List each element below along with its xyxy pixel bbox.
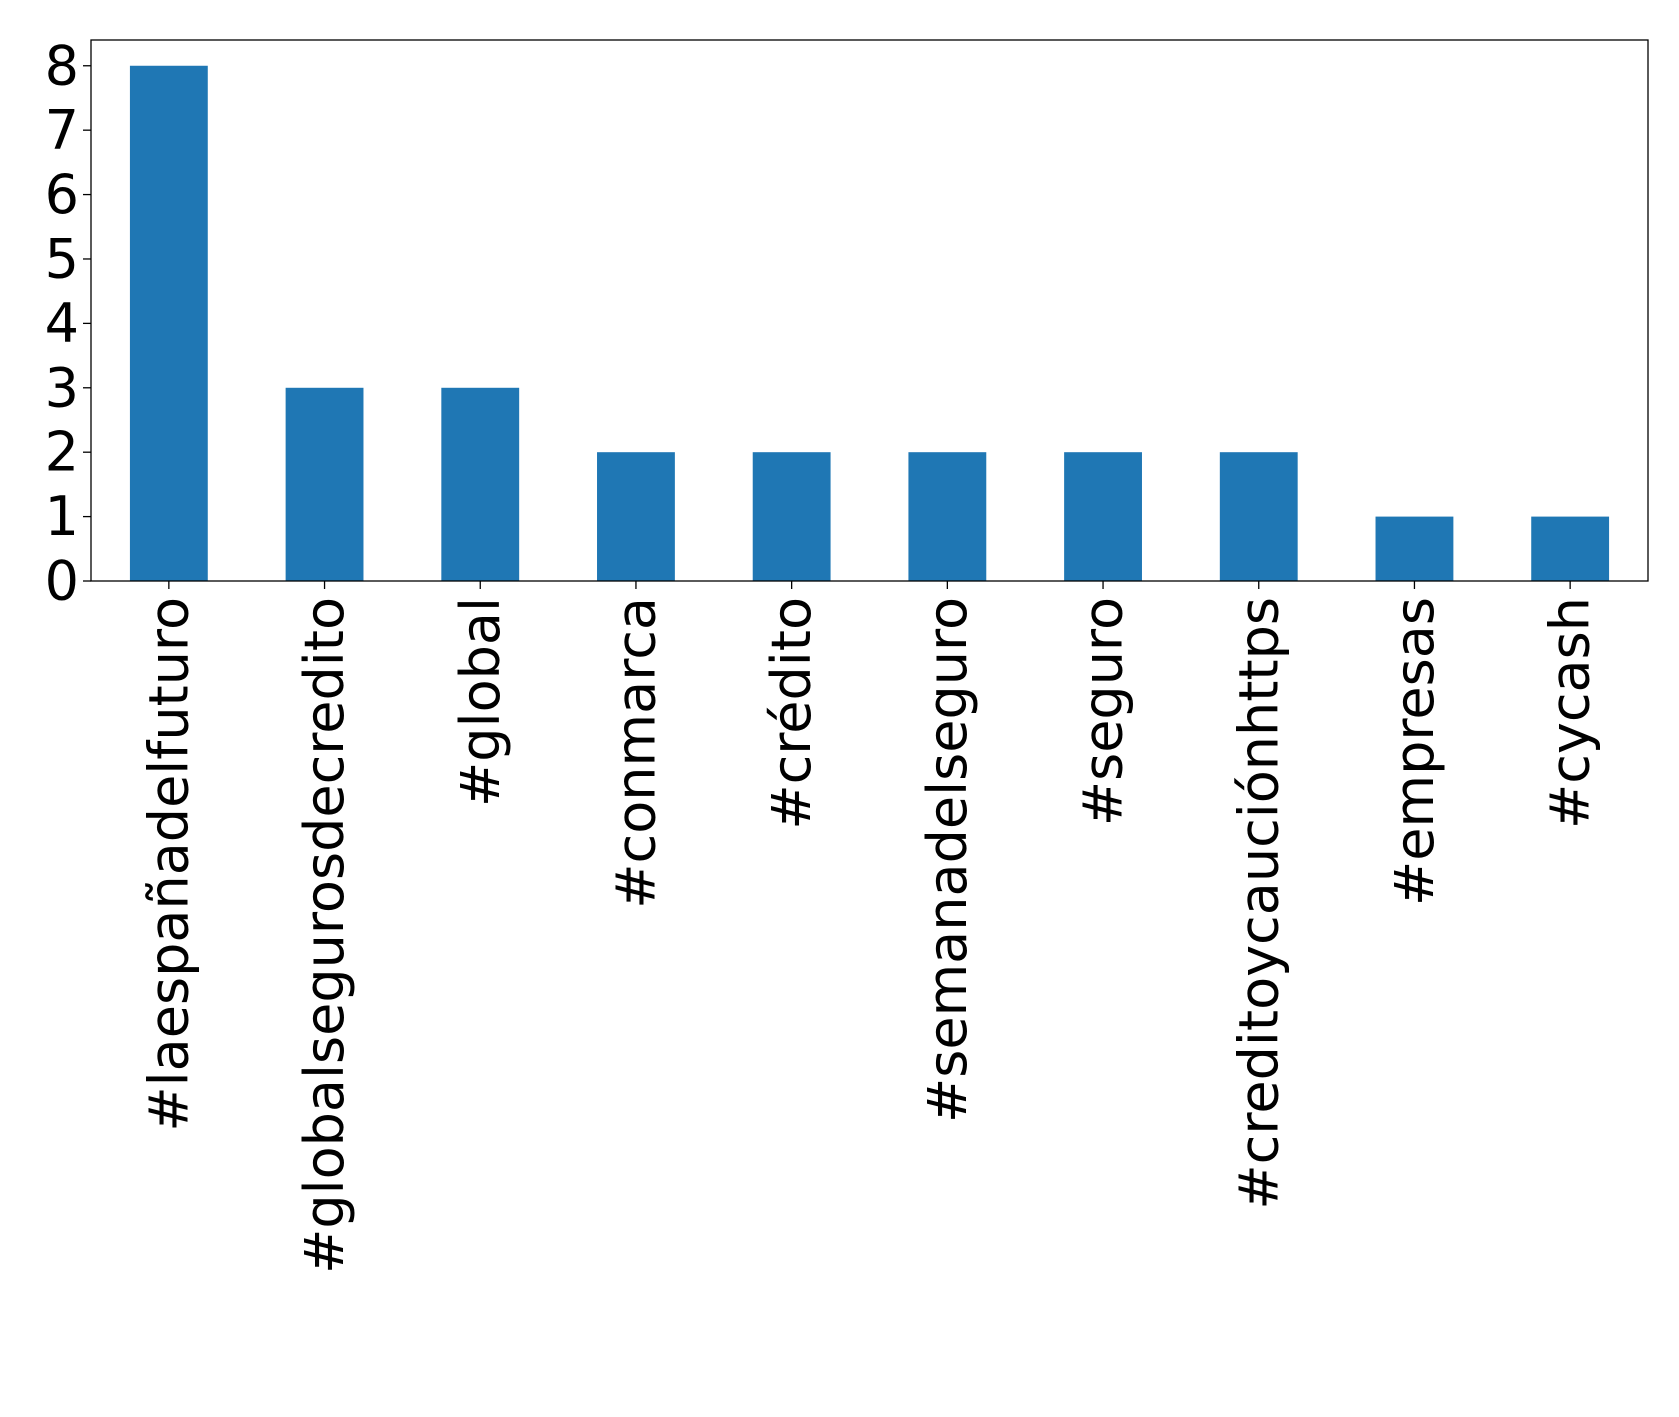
bars-layer: [129, 65, 1610, 581]
y-tick-label: 1: [45, 485, 79, 548]
x-tick-label: #seguro: [1072, 597, 1135, 826]
x-tick-label: #semanadelseguro: [916, 597, 979, 1123]
y-tick-label: 5: [45, 227, 79, 290]
x-tick-label: #crédito: [760, 597, 823, 830]
y-tick-label: 3: [45, 356, 79, 419]
bar-5: [908, 452, 987, 581]
y-tick-label: 8: [45, 34, 79, 97]
bar-7: [1219, 452, 1298, 581]
bar-3: [597, 452, 675, 581]
bar-0: [129, 65, 208, 581]
plot-frame: [90, 39, 1649, 582]
bar-4: [752, 452, 831, 581]
y-tick-label: 0: [45, 550, 79, 613]
x-tick-label: #empresas: [1383, 597, 1446, 906]
bar-2: [441, 387, 520, 581]
x-tick-label: #laespañadelfuturo: [137, 597, 200, 1132]
bar-8: [1375, 516, 1454, 581]
x-tick-label: #global: [449, 597, 512, 807]
y-tick-label: 2: [45, 421, 79, 484]
x-tick-label: #conmarca: [604, 597, 667, 909]
y-tick-label: 6: [45, 163, 79, 226]
bar-9: [1531, 516, 1610, 581]
y-tick-label: 7: [45, 99, 79, 162]
y-tick-label: 4: [45, 292, 79, 355]
x-tick-label: #cycash: [1539, 597, 1602, 829]
bar-1: [285, 387, 364, 581]
x-tick-label: #creditoycauciónhttps: [1227, 597, 1290, 1210]
x-axis: #laespañadelfuturo #globalsegurosdecredit…: [137, 581, 1602, 1274]
x-tick-label: #globalsegurosdecredito: [293, 597, 356, 1274]
bar-6: [1064, 452, 1142, 581]
